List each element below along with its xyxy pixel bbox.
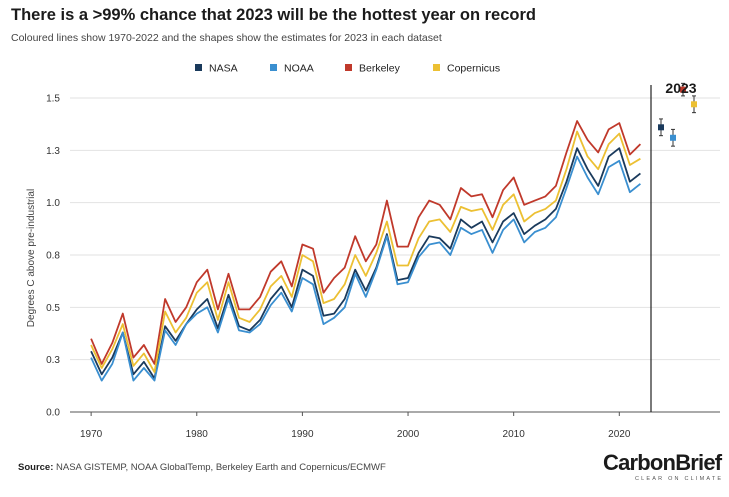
series-line-copernicus (90, 130, 641, 374)
estimates-2023 (658, 82, 697, 147)
y-tick-label: 0.8 (46, 251, 60, 262)
legend-item-nasa: NASA (195, 63, 238, 75)
x-tick-label: 2010 (503, 429, 526, 440)
legend: NASA NOAA Berkeley Copernicus (195, 63, 500, 75)
x-tick-label: 1990 (291, 429, 314, 440)
y-tick-label: 0.0 (46, 408, 60, 419)
series-lines (90, 120, 642, 382)
estimate-noaa (670, 128, 676, 147)
series-line-noaa (90, 155, 641, 382)
legend-swatch (195, 64, 202, 71)
estimate-marker (658, 124, 664, 131)
source-note: Source: NASA GISTEMP, NOAA GlobalTemp, B… (18, 462, 386, 473)
x-tick-label: 2000 (397, 429, 420, 440)
chart-title: There is a >99% chance that 2023 will be… (11, 6, 536, 24)
y-tick-label: 1.3 (46, 146, 60, 157)
estimate-marker (680, 86, 686, 93)
source-text: NASA GISTEMP, NOAA GlobalTemp, Berkeley … (56, 462, 386, 473)
legend-swatch (433, 64, 440, 71)
x-axis: 1970 1980 1990 2000 2010 2020 (80, 412, 631, 440)
chart-subtitle: Coloured lines show 1970-2022 and the sh… (11, 32, 442, 44)
legend-swatch (345, 64, 352, 71)
legend-swatch (270, 64, 277, 71)
estimates-2023-label: 2023 (665, 80, 696, 96)
logo-text: CarbonBrief (603, 450, 722, 475)
y-tick-label: 1.5 (46, 94, 60, 105)
x-tick-label: 1980 (186, 429, 209, 440)
y-tick-label: 0.5 (46, 303, 60, 314)
estimate-marker (691, 101, 697, 108)
y-tick-label: 1.0 (46, 198, 60, 209)
legend-label: Berkeley (359, 63, 401, 75)
x-tick-label: 1970 (80, 429, 103, 440)
y-axis: 0.0 0.3 0.5 0.8 1.0 1.3 1.5 (46, 94, 60, 419)
legend-label: NASA (209, 63, 238, 75)
source-label: Source: (18, 462, 54, 473)
y-axis-label: Degrees C above pre-industrial (26, 189, 37, 327)
legend-item-noaa: NOAA (270, 63, 314, 75)
estimate-copernicus (691, 95, 697, 114)
x-tick-label: 2020 (608, 429, 631, 440)
series-line-nasa (90, 147, 641, 380)
logo-tagline: CLEAR ON CLIMATE (635, 476, 724, 482)
carbon-brief-logo: CarbonBrief CLEAR ON CLIMATE (603, 450, 722, 486)
estimate-nasa (658, 118, 664, 137)
estimate-berkeley (680, 82, 686, 97)
series-line-berkeley (90, 120, 642, 365)
estimate-marker (670, 134, 676, 141)
legend-label: NOAA (284, 63, 314, 75)
legend-label: Copernicus (447, 63, 500, 75)
legend-item-berkeley: Berkeley (345, 63, 401, 75)
y-tick-label: 0.3 (46, 355, 60, 366)
gridlines (70, 85, 720, 413)
legend-item-copernicus: Copernicus (433, 63, 500, 75)
